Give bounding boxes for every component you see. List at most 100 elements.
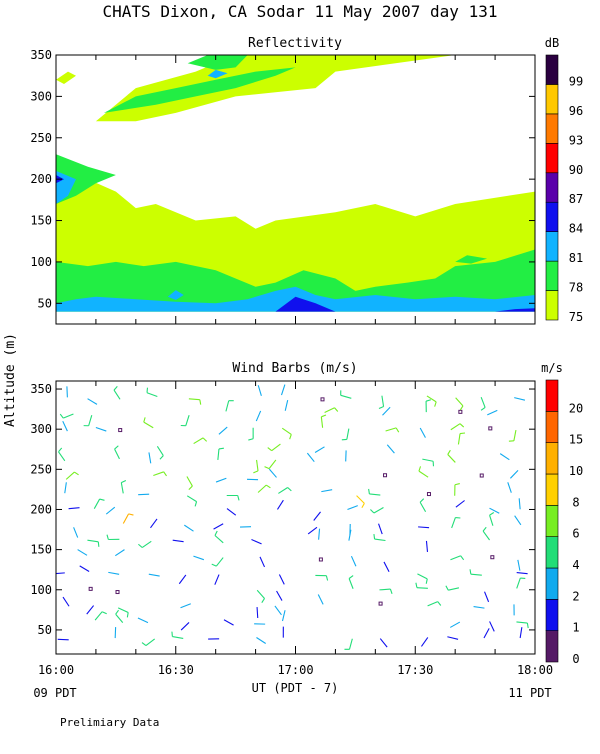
wind-barb: [470, 569, 482, 575]
wind-barb: [63, 597, 69, 606]
wind-barb: [265, 460, 276, 469]
wind-barb: [517, 578, 526, 588]
wind-barb: [508, 482, 512, 492]
wind-barb: [315, 447, 324, 453]
wind-barb: [456, 501, 465, 508]
wind-barb: [519, 498, 520, 509]
wind-barb: [509, 430, 516, 441]
wind-ytick-label: 150: [30, 543, 52, 557]
wind-barb: [95, 612, 107, 620]
wind-barb: [455, 484, 460, 496]
wind-barb: [379, 396, 384, 409]
reflectivity-colorbar-label: 96: [569, 104, 583, 118]
wind-colorbar-swatch: [546, 568, 558, 599]
wind-ytick-label: 200: [30, 502, 52, 516]
wind-barb: [193, 556, 203, 560]
wind-colorbar-label: 15: [569, 433, 583, 447]
wind-barb: [138, 494, 149, 495]
wind-barb: [285, 400, 287, 411]
wind-barb: [256, 411, 260, 421]
wind-barb: [277, 591, 282, 601]
wind-barb: [187, 496, 196, 507]
wind-barb: [325, 408, 338, 413]
wind-barb: [150, 519, 157, 528]
wind-barb: [458, 433, 465, 444]
wind-barb: [379, 589, 392, 594]
wind-barb: [258, 385, 261, 396]
wind-barb-calm: [119, 429, 122, 432]
wind-colorbar-unit: m/s: [541, 361, 563, 375]
wind-barb-calm: [491, 556, 494, 559]
wind-barb-calm: [116, 591, 119, 594]
wind-barb: [116, 610, 123, 623]
wind-barb-calm: [89, 587, 92, 590]
wind-barb: [421, 637, 427, 646]
wind-colorbar-label: 4: [572, 558, 579, 572]
wind-barb: [483, 527, 489, 540]
wind-barb: [315, 575, 327, 580]
wind-barb: [256, 638, 265, 644]
reflectivity-ytick-label: 350: [30, 48, 52, 62]
wind-colorbar-label: 0: [572, 652, 579, 666]
reflectivity-colorbar-swatch: [546, 232, 558, 261]
reflectivity-colorbar-label: 84: [569, 222, 583, 236]
wind-barb: [282, 610, 285, 621]
wind-barb: [382, 407, 390, 415]
wind-colorbar-label: 1: [572, 621, 579, 635]
wind-barb: [379, 524, 383, 534]
wind-barb: [173, 540, 184, 542]
wind-barb: [258, 485, 270, 492]
wind-barb: [219, 427, 227, 434]
wind-barb: [518, 560, 520, 571]
wind-barb: [80, 566, 89, 572]
wind-barb: [426, 400, 431, 412]
time-tick-label: 17:00: [277, 663, 313, 677]
wind-barb: [227, 495, 239, 500]
wind-barb: [142, 639, 155, 646]
wind-barbs-title: Wind Barbs (m/s): [232, 361, 357, 376]
wind-barb: [181, 622, 189, 630]
wind-barb: [341, 390, 352, 398]
wind-barb-calm: [321, 398, 324, 401]
wind-barb: [428, 602, 441, 606]
wind-barb: [387, 445, 394, 453]
reflectivity-colorbar-swatch: [546, 143, 558, 172]
reflectivity-colorbar-swatch: [546, 173, 558, 202]
wind-barb: [215, 531, 223, 543]
wind-barb: [94, 499, 104, 509]
wind-barb: [187, 477, 192, 490]
wind-barb: [269, 469, 276, 477]
wind-barb: [181, 604, 191, 608]
wind-barb: [517, 573, 528, 574]
left-date-label: 09 PDT: [33, 686, 76, 700]
reflectivity-title: Reflectivity: [248, 36, 342, 51]
wind-barb: [65, 482, 67, 493]
wind-barb: [194, 438, 207, 444]
reflectivity-region-1: [96, 55, 455, 121]
time-tick-label: 18:00: [517, 663, 553, 677]
wind-barb-calm: [379, 602, 382, 605]
wind-barb: [157, 446, 163, 459]
wind-barb-marks: [54, 385, 528, 650]
reflectivity-contours: [56, 55, 535, 312]
time-axis-label: UT (PDT - 7): [252, 681, 339, 695]
wind-barb: [115, 446, 120, 459]
wind-barb: [487, 410, 497, 415]
wind-barb: [214, 524, 224, 529]
wind-barb: [181, 415, 189, 425]
wind-colorbar-swatch: [546, 443, 558, 474]
wind-barb: [514, 398, 525, 401]
wind-barb: [520, 627, 522, 638]
wind-barb: [257, 590, 264, 602]
reflectivity-ytick-label: 200: [30, 172, 52, 186]
wind-barb: [446, 586, 459, 590]
wind-barb-calm: [319, 558, 322, 561]
wind-barb: [149, 574, 160, 576]
wind-barb: [418, 527, 429, 528]
wind-barb: [422, 459, 433, 466]
right-date-label: 11 PDT: [508, 686, 551, 700]
